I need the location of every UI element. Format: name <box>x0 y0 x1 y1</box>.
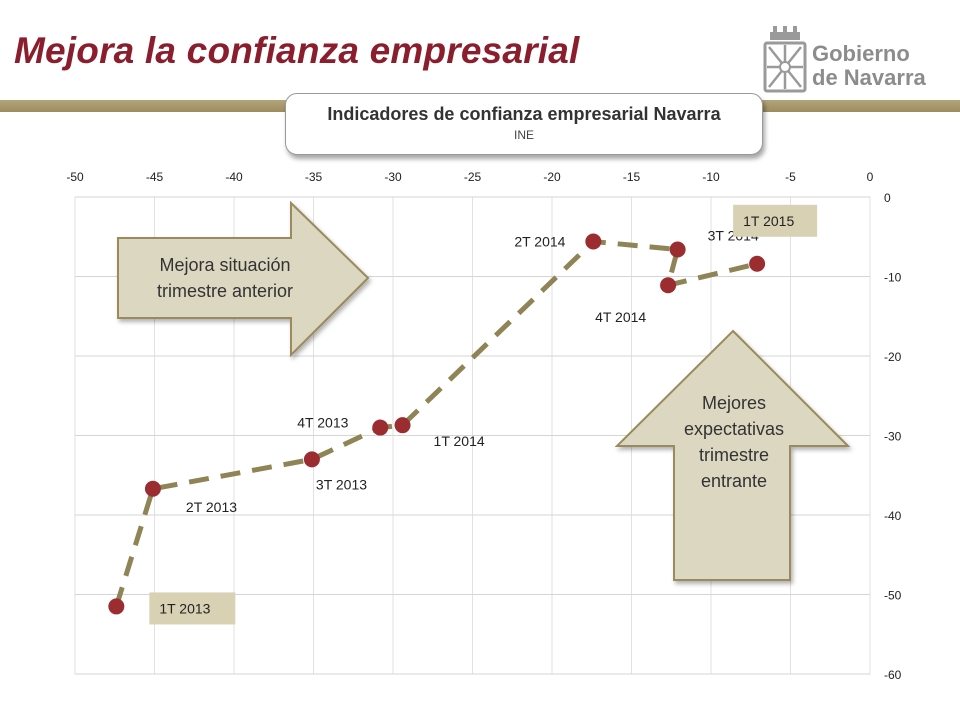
data-point <box>372 419 389 436</box>
gobierno-navarra-logo: Gobierno de Navarra <box>760 26 940 96</box>
x-tick-label: -25 <box>464 170 482 184</box>
x-tick-label: -20 <box>543 170 561 184</box>
chart-title: Indicadores de confianza empresarial Nav… <box>327 104 721 124</box>
point-label: 1T 2013 <box>159 600 210 616</box>
logo-text: Gobierno de Navarra <box>812 41 926 90</box>
y-tick-label: -40 <box>884 509 902 523</box>
data-point <box>749 255 766 272</box>
point-label: 4T 2013 <box>297 415 348 431</box>
x-tick-label: -50 <box>66 170 84 184</box>
x-tick-label: -40 <box>225 170 243 184</box>
callout-next-quarter-text: Mejores expectativas trimestre entrante <box>684 393 784 491</box>
navarra-shield-icon <box>763 26 807 93</box>
point-label: 4T 2014 <box>595 309 646 325</box>
data-point <box>660 277 677 294</box>
x-tick-label: -45 <box>146 170 164 184</box>
data-point <box>108 598 125 615</box>
chart-subtitle: INE <box>513 128 534 142</box>
callout-line: Mejora situación <box>159 255 290 275</box>
y-tick-label: -10 <box>884 271 902 285</box>
data-point <box>303 451 320 468</box>
y-tick-label: -60 <box>884 668 902 682</box>
point-label: 3T 2013 <box>316 476 367 492</box>
callout-line: trimestre anterior <box>157 281 293 301</box>
x-tick-label: -35 <box>305 170 323 184</box>
data-point <box>669 241 686 258</box>
x-tick-label: 0 <box>867 170 874 184</box>
slide-title: Mejora la confianza empresarial <box>14 30 580 71</box>
series-line <box>113 238 758 608</box>
x-tick-label: -5 <box>785 170 796 184</box>
y-tick-label: -50 <box>884 589 902 603</box>
data-point <box>585 233 602 250</box>
y-tick-label: 0 <box>884 191 891 205</box>
y-tick-label: -30 <box>884 430 902 444</box>
callout-line: trimestre <box>699 445 769 465</box>
data-point <box>144 480 161 497</box>
y-axis-ticks: 0 -10 -20 -30 -40 -50 -60 <box>884 191 902 682</box>
x-tick-label: -10 <box>702 170 720 184</box>
point-label: 2T 2014 <box>514 234 565 250</box>
callout-line: expectativas <box>684 419 784 439</box>
up-arrow-shape <box>614 329 851 581</box>
y-tick-label: -20 <box>884 350 902 364</box>
point-label: 1T 2014 <box>434 433 485 449</box>
series-dashed-line <box>113 238 758 608</box>
chart-header-box: Indicadores de confianza empresarial Nav… <box>285 93 763 155</box>
data-points <box>108 233 766 615</box>
x-tick-label: -30 <box>384 170 402 184</box>
point-label-box <box>149 592 236 625</box>
callout-next-quarter: Mejores expectativas trimestre entrante <box>614 329 851 581</box>
point-labels: 1T 2013 2T 2013 3T 2013 4T 2013 1T 2014 2T 20… <box>149 204 818 625</box>
callout-previous-quarter: Mejora situación trimestre anterior <box>117 200 370 358</box>
callout-line: Mejores <box>702 393 766 413</box>
right-arrow-shape <box>117 200 370 358</box>
x-tick-label: -15 <box>623 170 641 184</box>
x-axis-ticks: -50 -45 -40 -35 -30 -25 -20 -15 -10 -5 0 <box>66 170 873 184</box>
point-label-box <box>733 204 818 237</box>
point-label: 1T 2015 <box>743 213 794 229</box>
data-point <box>394 417 411 434</box>
callout-line: entrante <box>701 471 767 491</box>
point-label: 2T 2013 <box>186 499 237 515</box>
callout-previous-quarter-text: Mejora situación trimestre anterior <box>157 255 293 301</box>
